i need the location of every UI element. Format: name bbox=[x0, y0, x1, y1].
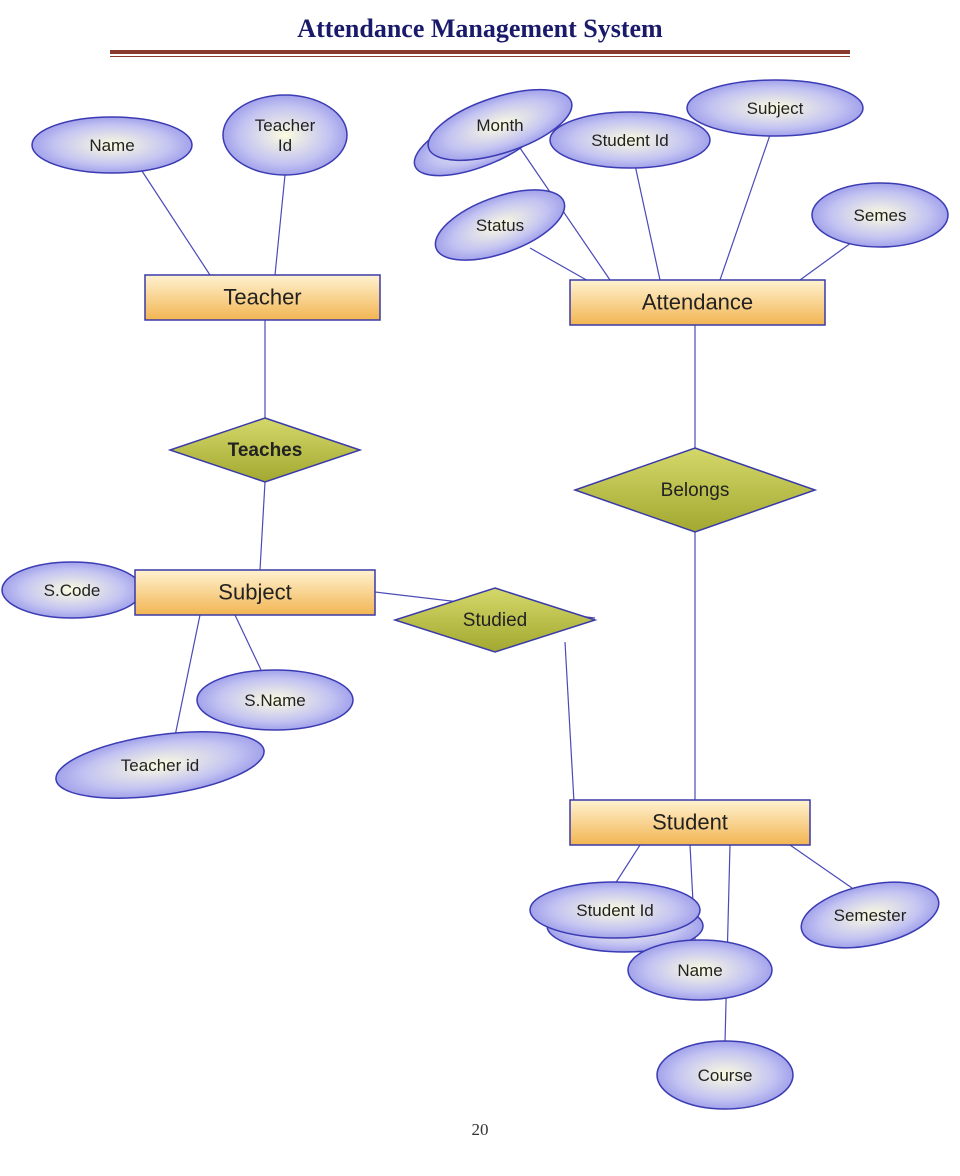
er-diagram: NameTeacherIdMonthStudent IdSubjectSemes… bbox=[0, 0, 960, 1176]
edge-teaches-subject bbox=[260, 482, 265, 570]
attr-label-month: Month bbox=[476, 116, 523, 135]
edge-teacher-id-teacher bbox=[275, 175, 285, 275]
rel-teaches: Teaches bbox=[170, 418, 360, 482]
edge-studied-student bbox=[565, 642, 575, 820]
attr-teacher-id: TeacherId bbox=[223, 95, 347, 175]
attr-label-semes: Semes bbox=[854, 206, 907, 225]
attr-label-teacher-id: Id bbox=[278, 136, 292, 155]
entity-label-teacher: Teacher bbox=[223, 285, 301, 310]
attr-semester: Semester bbox=[795, 871, 944, 959]
attr-label-scode: S.Code bbox=[44, 581, 101, 600]
attr-label-semester: Semester bbox=[834, 906, 907, 925]
attr-sname: S.Name bbox=[197, 670, 353, 730]
edge-sname-subject bbox=[235, 615, 262, 672]
attr-label-subject-a: Subject bbox=[747, 99, 804, 118]
edge-subject-a-attendance bbox=[720, 135, 770, 280]
entity-student: Student bbox=[570, 800, 810, 845]
entity-attendance: Attendance bbox=[570, 280, 825, 325]
edge-semester-student bbox=[790, 845, 852, 888]
attr-student-id2: Student Id bbox=[530, 882, 700, 938]
attr-label-teacher-id2: Teacher id bbox=[121, 756, 199, 775]
attr-label-name: Name bbox=[89, 136, 134, 155]
attr-name2: Name bbox=[628, 940, 772, 1000]
edge-teacher-id2-subject bbox=[175, 615, 200, 736]
attr-scode: S.Code bbox=[2, 562, 142, 618]
attr-semes: Semes bbox=[812, 183, 948, 247]
rel-label-studied: Studied bbox=[463, 610, 527, 631]
rel-label-belongs: Belongs bbox=[661, 480, 730, 501]
attr-label-student-id1: Student Id bbox=[591, 131, 669, 150]
edge-status-attendance bbox=[530, 248, 590, 282]
attr-name: Name bbox=[32, 117, 192, 173]
attr-label-course: Course bbox=[698, 1066, 753, 1085]
edge-student-id1-attendance bbox=[635, 165, 660, 280]
attr-subject-a: Subject bbox=[687, 80, 863, 136]
attr-label-status: Status bbox=[476, 216, 524, 235]
rel-belongs: Belongs bbox=[575, 448, 815, 532]
page: Attendance Management System NameTeacher… bbox=[0, 0, 960, 1176]
attr-teacher-id2: Teacher id bbox=[52, 721, 268, 810]
edge-name-teacher bbox=[140, 168, 210, 275]
entity-subject: Subject bbox=[135, 570, 375, 615]
attr-label-student-id2: Student Id bbox=[576, 901, 654, 920]
attr-label-name2: Name bbox=[677, 961, 722, 980]
edge-student-id2-student bbox=[615, 845, 640, 884]
page-number: 20 bbox=[0, 1120, 960, 1140]
attr-student-id1: Student Id bbox=[550, 112, 710, 168]
attr-label-teacher-id: Teacher bbox=[255, 116, 316, 135]
edge-semes-attendance bbox=[800, 240, 855, 280]
entity-label-attendance: Attendance bbox=[642, 290, 753, 315]
attr-course: Course bbox=[657, 1041, 793, 1109]
attr-label-sname: S.Name bbox=[244, 691, 305, 710]
rel-label-teaches: Teaches bbox=[228, 440, 303, 461]
entity-teacher: Teacher bbox=[145, 275, 380, 320]
entity-label-subject: Subject bbox=[218, 580, 291, 605]
entity-label-student: Student bbox=[652, 810, 728, 835]
